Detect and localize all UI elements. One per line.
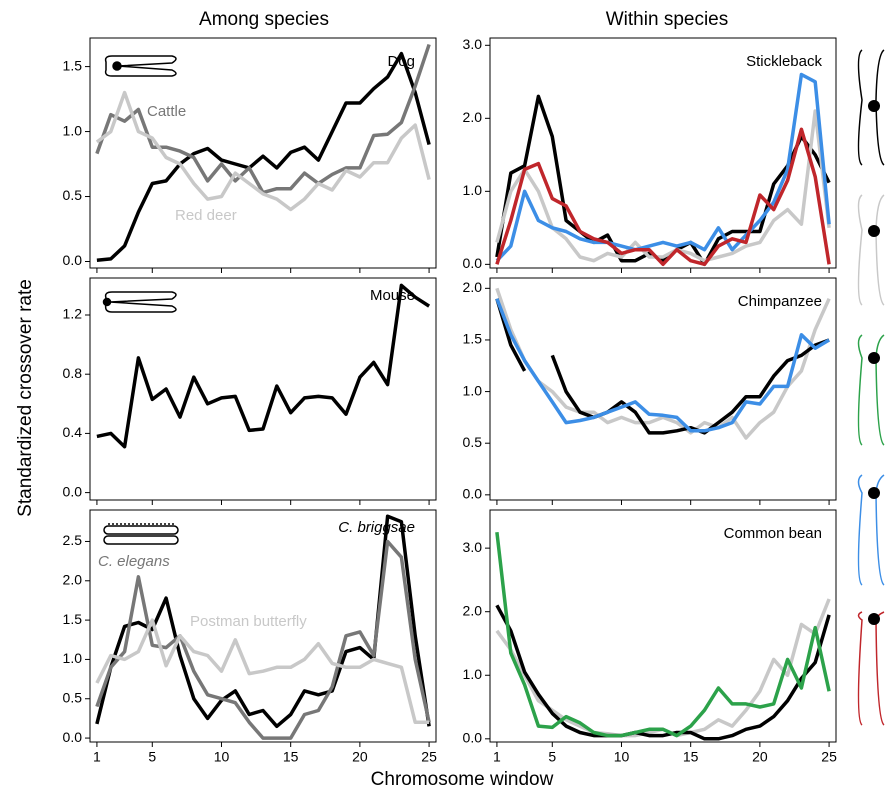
series-line (96, 51, 431, 262)
plot-frame (89, 37, 437, 269)
series-line (495, 598, 831, 738)
x-tick-label: 25 (421, 749, 437, 765)
x-tick-label: 25 (821, 749, 837, 765)
series-label: Dog (387, 53, 415, 70)
x-tick-label: 5 (148, 749, 156, 765)
y-tick-label: 3.0 (463, 539, 483, 555)
series-line (495, 604, 831, 741)
y-tick-label: 0.0 (463, 730, 483, 746)
x-tick-label: 15 (683, 749, 699, 765)
series-label: Red deer (175, 207, 237, 224)
y-tick-label: 1.0 (463, 182, 483, 198)
x-tick-label: 20 (752, 749, 768, 765)
y-tick-label: 2.0 (463, 279, 483, 295)
series-line (95, 539, 431, 740)
inset-icons (102, 55, 179, 545)
series-label: Cattle (147, 103, 186, 120)
y-tick-label: 0.4 (63, 424, 83, 440)
x-tick-label: 10 (214, 749, 230, 765)
y-tick-label: 0.0 (63, 252, 83, 268)
x-tick-label: 1 (93, 749, 101, 765)
y-tick-label: 1.0 (63, 650, 83, 666)
y-tick-label: 0.0 (63, 729, 83, 745)
x-tick-label: 1 (493, 749, 501, 765)
plot-frame (489, 277, 837, 501)
x-tick-label: 15 (283, 749, 299, 765)
y-tick-label: 2.0 (463, 602, 483, 618)
series-label: C. elegans (98, 553, 170, 570)
y-tick-label: 0.8 (63, 365, 83, 381)
y-tick-label: 1.2 (63, 306, 83, 322)
y-axis-label: Standardized crossover rate (15, 279, 36, 517)
series-label: Postman butterfly (190, 613, 307, 630)
series-line (495, 531, 831, 738)
series-line (95, 618, 430, 725)
y-tick-label: 0.5 (63, 689, 83, 705)
series-label: Mouse (370, 287, 415, 304)
plot-frame (89, 277, 437, 501)
plot-frame (489, 37, 837, 269)
y-tick-label: 0.5 (463, 434, 483, 450)
panel-title: Chimpanzee (738, 293, 822, 310)
column-title: Among species (199, 9, 329, 30)
y-tick-label: 1.5 (63, 57, 83, 73)
y-tick-label: 2.0 (463, 109, 483, 125)
series-line (495, 94, 831, 267)
y-tick-label: 1.5 (63, 611, 83, 627)
y-tick-label: 2.0 (63, 571, 83, 587)
y-tick-label: 1.0 (463, 666, 483, 682)
panel-title: Stickleback (746, 53, 822, 70)
series-label: C. briggsae (338, 519, 415, 536)
x-tick-label: 20 (352, 749, 368, 765)
y-tick-label: 0.0 (463, 255, 483, 271)
plot-frame (489, 509, 837, 743)
series-line (495, 127, 831, 267)
chromosome-icons (857, 49, 885, 726)
y-tick-label: 3.0 (463, 36, 483, 52)
x-tick-label: 10 (614, 749, 630, 765)
series-line (96, 283, 431, 449)
y-tick-label: 2.5 (63, 532, 83, 548)
column-title: Within species (606, 9, 729, 30)
y-tick-label: 1.5 (463, 331, 483, 347)
series-line (495, 298, 830, 435)
series-line (95, 90, 431, 212)
series-line (495, 72, 831, 262)
y-tick-label: 1.0 (463, 382, 483, 398)
plot-frame (89, 509, 437, 743)
x-tick-label: 5 (548, 749, 556, 765)
y-tick-label: 1.0 (63, 122, 83, 138)
panel-title: Common bean (724, 525, 822, 542)
series-line (495, 287, 831, 440)
y-tick-label: 0.0 (63, 483, 83, 499)
y-tick-label: 0.0 (463, 486, 483, 502)
series-line (495, 298, 830, 433)
y-tick-label: 0.5 (63, 187, 83, 203)
x-axis-label: Chromosome window (371, 769, 554, 790)
